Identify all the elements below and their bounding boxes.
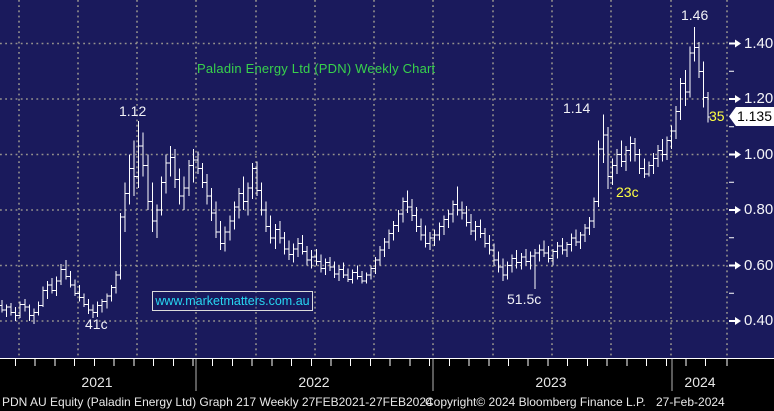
annotation-high-1.12: 1.12 (119, 103, 147, 119)
gridlines (0, 0, 728, 358)
y-axis-ticks (729, 39, 741, 325)
annotation-high-1.14: 1.14 (563, 100, 591, 116)
y-axis-label-0.40: 0.40 (744, 312, 774, 329)
status-copyright: Copyright© 2024 Bloomberg Finance L.P. (425, 395, 646, 409)
chart-title: Paladin Energy Ltd (PDN) Weekly Chart (197, 61, 436, 76)
x-axis-year-2022: 2022 (298, 374, 330, 390)
x-axis-year-2023: 2023 (535, 374, 567, 390)
status-security-info: PDN AU Equity (Paladin Energy Ltd) Graph… (2, 395, 433, 409)
y-axis-label-1.20: 1.20 (744, 90, 774, 107)
status-timestamp: 27-Feb-2024 09:38:54 (656, 395, 725, 411)
annotation-high-1.46: 1.46 (681, 7, 709, 23)
x-axis-ticks (0, 358, 774, 366)
ohlc-bars (0, 26, 711, 324)
y-axis-label-1.00: 1.00 (744, 146, 774, 163)
annotation-low-51.5c: 51.5c (507, 291, 542, 307)
y-axis-label-0.60: 0.60 (744, 257, 774, 274)
x-axis-year-2024: 2024 (684, 374, 716, 390)
annotation-correction-23c: 23c (616, 184, 639, 200)
watermark-marketmatters-link: www.marketmatters.com.au (152, 291, 313, 311)
last-price-tag: 1.135 (729, 107, 774, 126)
annotation-low-41c: 41c (85, 316, 108, 332)
y-axis-label-0.80: 0.80 (744, 201, 774, 218)
y-axis-label-1.40: 1.40 (744, 35, 774, 52)
x-axis-band (0, 358, 774, 411)
x-axis-year-2021: 2021 (81, 374, 113, 390)
year-separators (195, 359, 673, 391)
annotation-correction-35: 35 (709, 108, 725, 124)
